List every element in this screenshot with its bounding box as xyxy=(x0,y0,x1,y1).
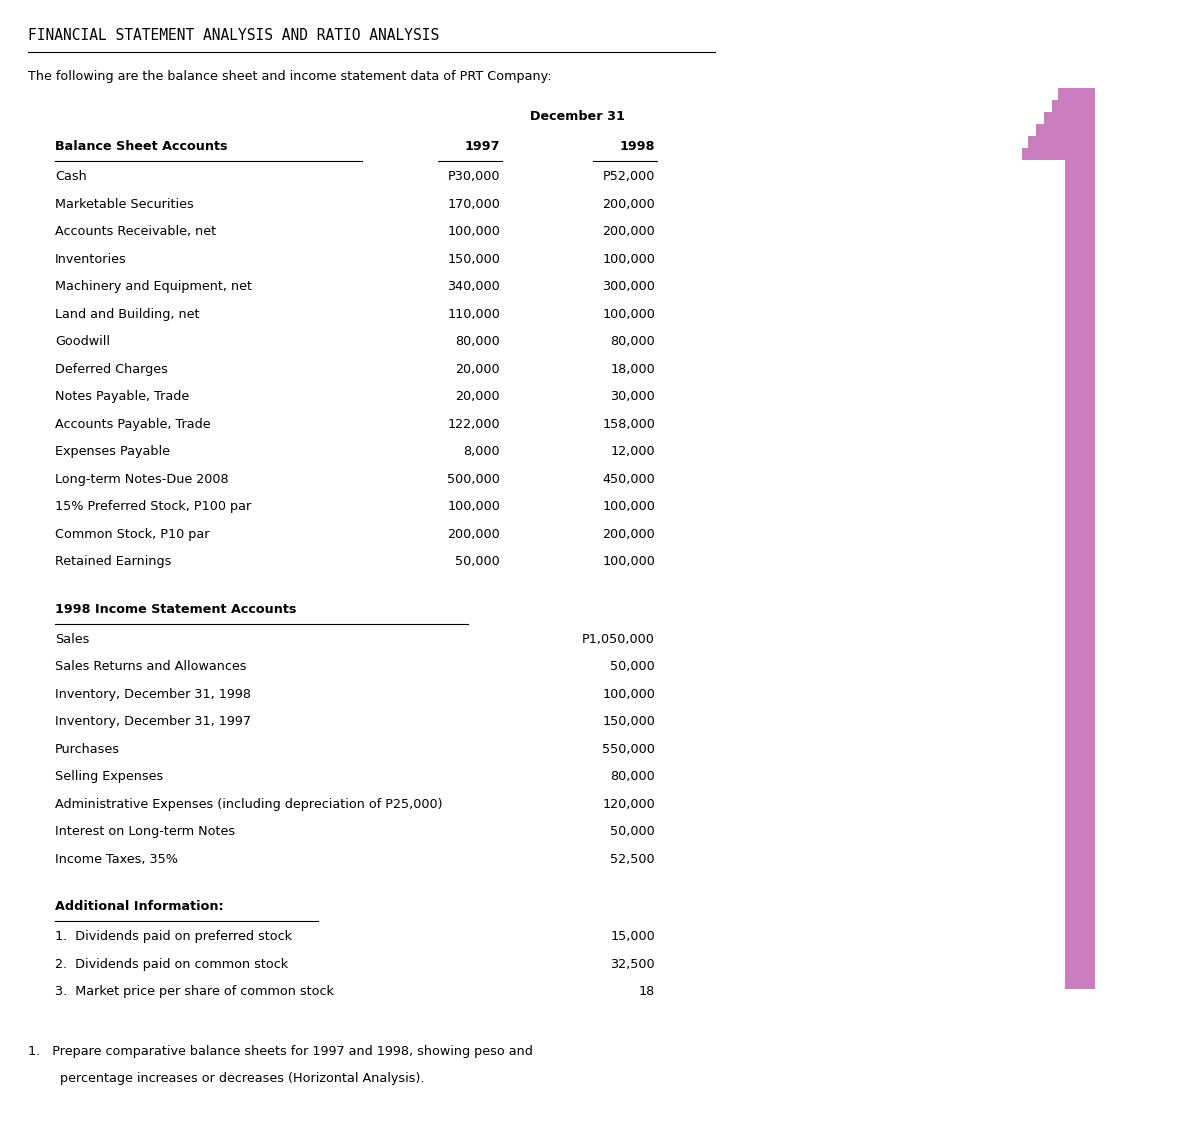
Bar xyxy=(1044,112,1096,123)
Text: Accounts Receivable, net: Accounts Receivable, net xyxy=(55,225,216,238)
Text: 150,000: 150,000 xyxy=(448,253,500,265)
Text: 15% Preferred Stock, P100 par: 15% Preferred Stock, P100 par xyxy=(55,500,251,513)
Text: 100,000: 100,000 xyxy=(602,688,655,700)
Text: P52,000: P52,000 xyxy=(602,170,655,184)
Text: Inventories: Inventories xyxy=(55,253,127,265)
Text: 1998 Income Statement Accounts: 1998 Income Statement Accounts xyxy=(55,603,296,615)
Text: 18: 18 xyxy=(638,985,655,998)
Text: 340,000: 340,000 xyxy=(448,280,500,293)
Text: 80,000: 80,000 xyxy=(611,335,655,348)
Text: Selling Expenses: Selling Expenses xyxy=(55,770,163,783)
Text: Marketable Securities: Marketable Securities xyxy=(55,197,193,211)
Text: 1998: 1998 xyxy=(619,140,655,153)
Text: 1.   Prepare comparative balance sheets for 1997 and 1998, showing peso and: 1. Prepare comparative balance sheets fo… xyxy=(28,1045,533,1057)
Text: 3.  Market price per share of common stock: 3. Market price per share of common stoc… xyxy=(55,985,334,998)
Text: 100,000: 100,000 xyxy=(602,500,655,513)
Bar xyxy=(1052,100,1096,112)
Text: 122,000: 122,000 xyxy=(448,417,500,431)
Text: Long-term Notes-Due 2008: Long-term Notes-Due 2008 xyxy=(55,472,229,486)
Text: Additional Information:: Additional Information: xyxy=(55,900,223,913)
Text: 200,000: 200,000 xyxy=(602,225,655,238)
Text: 20,000: 20,000 xyxy=(455,363,500,375)
Text: 200,000: 200,000 xyxy=(602,528,655,540)
Text: FINANCIAL STATEMENT ANALYSIS AND RATIO ANALYSIS: FINANCIAL STATEMENT ANALYSIS AND RATIO A… xyxy=(28,28,439,43)
Bar xyxy=(1028,136,1096,148)
Text: Notes Payable, Trade: Notes Payable, Trade xyxy=(55,390,190,403)
Text: 200,000: 200,000 xyxy=(602,197,655,211)
Text: 100,000: 100,000 xyxy=(602,253,655,265)
Text: Administrative Expenses (including depreciation of P25,000): Administrative Expenses (including depre… xyxy=(55,798,443,810)
Text: 2.  Dividends paid on common stock: 2. Dividends paid on common stock xyxy=(55,957,288,971)
Bar xyxy=(1036,123,1096,136)
Text: 170,000: 170,000 xyxy=(448,197,500,211)
Bar xyxy=(1058,88,1096,100)
Text: 100,000: 100,000 xyxy=(448,500,500,513)
Text: December 31: December 31 xyxy=(530,110,625,123)
Text: 50,000: 50,000 xyxy=(455,555,500,568)
Bar xyxy=(1022,148,1096,160)
Text: 158,000: 158,000 xyxy=(602,417,655,431)
Text: 80,000: 80,000 xyxy=(611,770,655,783)
Text: 80,000: 80,000 xyxy=(455,335,500,348)
Text: P30,000: P30,000 xyxy=(448,170,500,184)
Text: 150,000: 150,000 xyxy=(602,715,655,729)
Text: Deferred Charges: Deferred Charges xyxy=(55,363,168,375)
Text: Goodwill: Goodwill xyxy=(55,335,110,348)
Text: Accounts Payable, Trade: Accounts Payable, Trade xyxy=(55,417,211,431)
Text: 550,000: 550,000 xyxy=(602,742,655,756)
Text: Balance Sheet Accounts: Balance Sheet Accounts xyxy=(55,140,228,153)
Text: percentage increases or decreases (Horizontal Analysis).: percentage increases or decreases (Horiz… xyxy=(28,1072,425,1085)
Text: 110,000: 110,000 xyxy=(448,307,500,321)
Text: Income Taxes, 35%: Income Taxes, 35% xyxy=(55,852,178,866)
Text: Common Stock, P10 par: Common Stock, P10 par xyxy=(55,528,210,540)
Text: 18,000: 18,000 xyxy=(611,363,655,375)
Text: 50,000: 50,000 xyxy=(611,825,655,838)
Text: 100,000: 100,000 xyxy=(448,225,500,238)
Bar xyxy=(1066,88,1096,976)
Text: 52,500: 52,500 xyxy=(611,852,655,866)
Text: 15,000: 15,000 xyxy=(611,930,655,943)
Text: 300,000: 300,000 xyxy=(602,280,655,293)
Text: Interest on Long-term Notes: Interest on Long-term Notes xyxy=(55,825,235,838)
Text: 8,000: 8,000 xyxy=(463,445,500,458)
Text: 120,000: 120,000 xyxy=(602,798,655,810)
Text: 50,000: 50,000 xyxy=(611,661,655,673)
Text: Inventory, December 31, 1997: Inventory, December 31, 1997 xyxy=(55,715,251,729)
Text: 200,000: 200,000 xyxy=(448,528,500,540)
Text: 30,000: 30,000 xyxy=(611,390,655,403)
Text: Inventory, December 31, 1998: Inventory, December 31, 1998 xyxy=(55,688,251,700)
Text: 100,000: 100,000 xyxy=(602,555,655,568)
Text: Purchases: Purchases xyxy=(55,742,120,756)
Text: 100,000: 100,000 xyxy=(602,307,655,321)
Text: 32,500: 32,500 xyxy=(611,957,655,971)
Text: Cash: Cash xyxy=(55,170,86,184)
Text: 1997: 1997 xyxy=(464,140,500,153)
Text: Sales: Sales xyxy=(55,632,89,646)
Text: Machinery and Equipment, net: Machinery and Equipment, net xyxy=(55,280,252,293)
Text: 1.  Dividends paid on preferred stock: 1. Dividends paid on preferred stock xyxy=(55,930,292,943)
Text: 450,000: 450,000 xyxy=(602,472,655,486)
Text: 12,000: 12,000 xyxy=(611,445,655,458)
Text: Sales Returns and Allowances: Sales Returns and Allowances xyxy=(55,661,246,673)
Text: P1,050,000: P1,050,000 xyxy=(582,632,655,646)
Bar xyxy=(1066,973,1096,989)
Text: 20,000: 20,000 xyxy=(455,390,500,403)
Text: 500,000: 500,000 xyxy=(448,472,500,486)
Text: Land and Building, net: Land and Building, net xyxy=(55,307,199,321)
Text: The following are the balance sheet and income statement data of PRT Company:: The following are the balance sheet and … xyxy=(28,70,552,83)
Text: Retained Earnings: Retained Earnings xyxy=(55,555,172,568)
Text: Expenses Payable: Expenses Payable xyxy=(55,445,170,458)
